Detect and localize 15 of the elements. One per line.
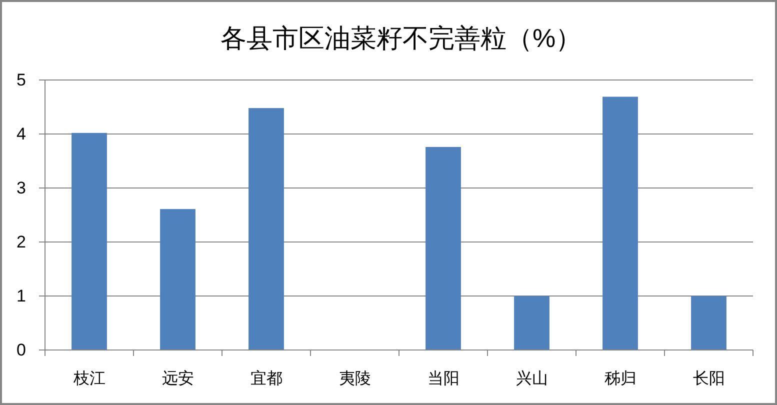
x-tick-label: 兴山 [516, 370, 548, 388]
x-tick-label: 秭归 [604, 370, 636, 388]
x-tick-label: 远安 [162, 370, 194, 388]
y-tick-label: 4 [16, 124, 26, 144]
y-tick-label: 0 [16, 340, 26, 360]
y-tick-label: 3 [16, 178, 26, 198]
title: 各县市区油菜籽不完善粒（%） [220, 23, 582, 53]
x-tick-label: 长阳 [692, 370, 725, 388]
x-tick-label: 枝江 [73, 370, 106, 388]
x-tick-label: 当阳 [427, 370, 460, 388]
y-tick-label: 1 [16, 286, 26, 306]
x-tick-label: 夷陵 [338, 370, 371, 388]
x-tick-label: 宜都 [250, 370, 282, 388]
y-tick-label: 5 [16, 70, 26, 90]
y-tick-label: 2 [16, 232, 26, 252]
